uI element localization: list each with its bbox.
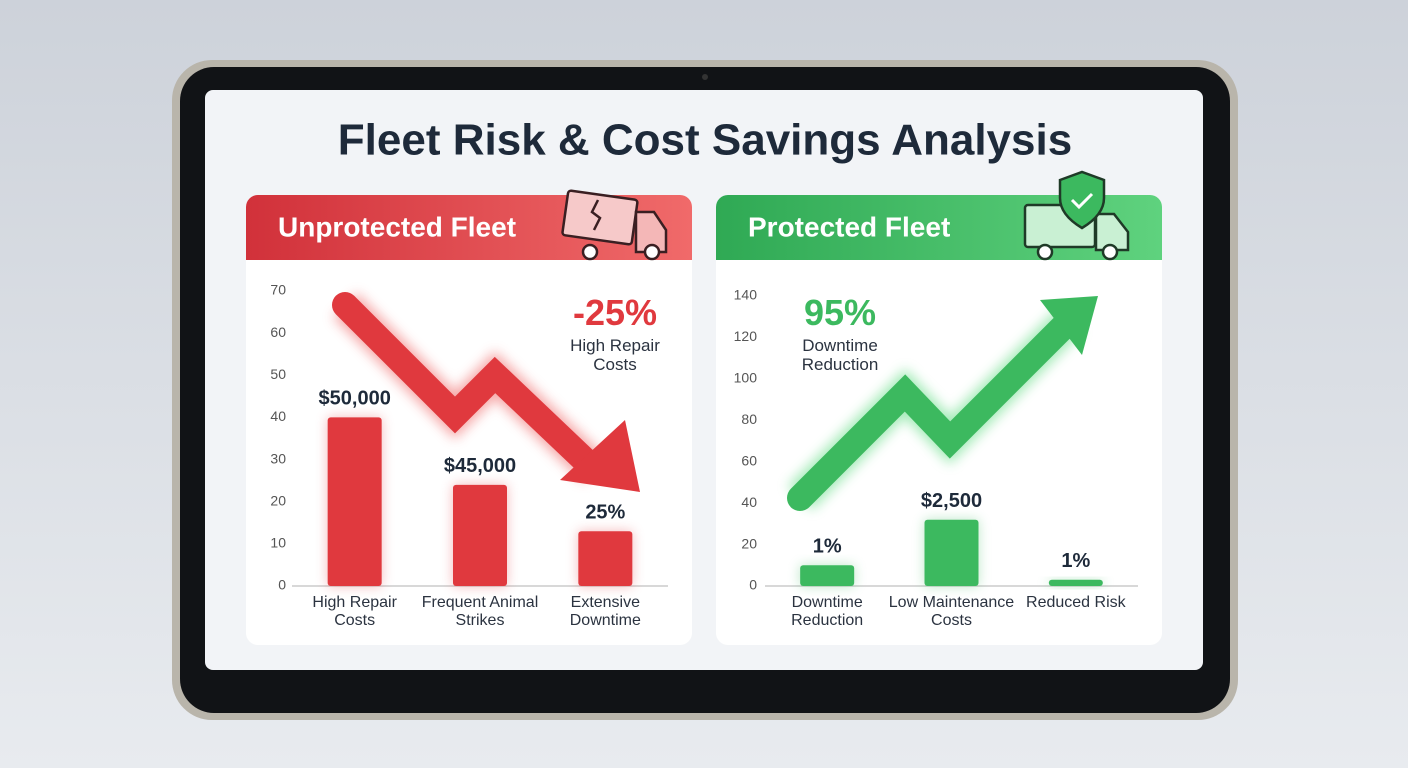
trend-arrow bbox=[332, 292, 640, 492]
bar bbox=[800, 565, 855, 586]
bar bbox=[1048, 579, 1103, 586]
x-tick-label: Extensive Downtime bbox=[569, 594, 641, 629]
y-tick-label: 30 bbox=[270, 450, 286, 466]
bar-annotation: $45,000 bbox=[444, 455, 516, 477]
panel-title: Unprotected Fleet bbox=[278, 211, 516, 242]
bar bbox=[453, 484, 507, 586]
y-tick-label: 10 bbox=[270, 535, 286, 551]
y-tick-label: 70 bbox=[270, 282, 286, 298]
callout-label: High Repair Costs bbox=[570, 336, 660, 374]
panel-title: Protected Fleet bbox=[748, 211, 950, 242]
y-tick-label: 60 bbox=[741, 452, 757, 468]
truck-icon bbox=[1023, 170, 1130, 261]
camera bbox=[702, 74, 708, 80]
bar bbox=[924, 519, 979, 586]
bar bbox=[327, 417, 382, 586]
x-tick-label: Frequent Animal Strikes bbox=[421, 594, 539, 629]
bar-annotation: 1% bbox=[813, 536, 842, 558]
bar bbox=[578, 531, 633, 586]
page-title: Fleet Risk & Cost Savings Analysis bbox=[338, 116, 1072, 165]
y-tick-label: 50 bbox=[270, 366, 286, 382]
y-tick-label: 60 bbox=[270, 324, 286, 340]
bar-annotation: 1% bbox=[1061, 550, 1090, 572]
y-tick-label: 100 bbox=[734, 370, 758, 386]
y-tick-label: 20 bbox=[741, 535, 757, 551]
bar-annotation: 25% bbox=[585, 501, 625, 523]
y-tick-label: 40 bbox=[741, 494, 757, 510]
trend-arrow bbox=[787, 296, 1098, 511]
x-tick-label: Low Maintenance Costs bbox=[888, 594, 1015, 629]
y-tick-label: 40 bbox=[270, 408, 286, 424]
y-tick-label: 0 bbox=[749, 577, 757, 593]
y-tick-label: 20 bbox=[270, 492, 286, 508]
x-tick-label: Downtime Reduction bbox=[791, 594, 864, 629]
callout-label: Downtime Reduction bbox=[801, 336, 879, 374]
y-tick-label: 0 bbox=[278, 577, 286, 593]
y-tick-label: 140 bbox=[734, 287, 758, 303]
x-tick-label: Reduced Risk bbox=[1026, 594, 1126, 611]
callout-value: 95% bbox=[803, 292, 877, 333]
callout-value: -25% bbox=[572, 292, 658, 333]
bar-annotation: $2,500 bbox=[921, 490, 982, 512]
x-tick-label: High Repair Costs bbox=[312, 594, 397, 629]
bar-annotation: $50,000 bbox=[319, 388, 391, 410]
y-tick-label: 120 bbox=[734, 328, 758, 344]
truck-icon bbox=[561, 189, 668, 261]
y-tick-label: 80 bbox=[741, 411, 757, 427]
